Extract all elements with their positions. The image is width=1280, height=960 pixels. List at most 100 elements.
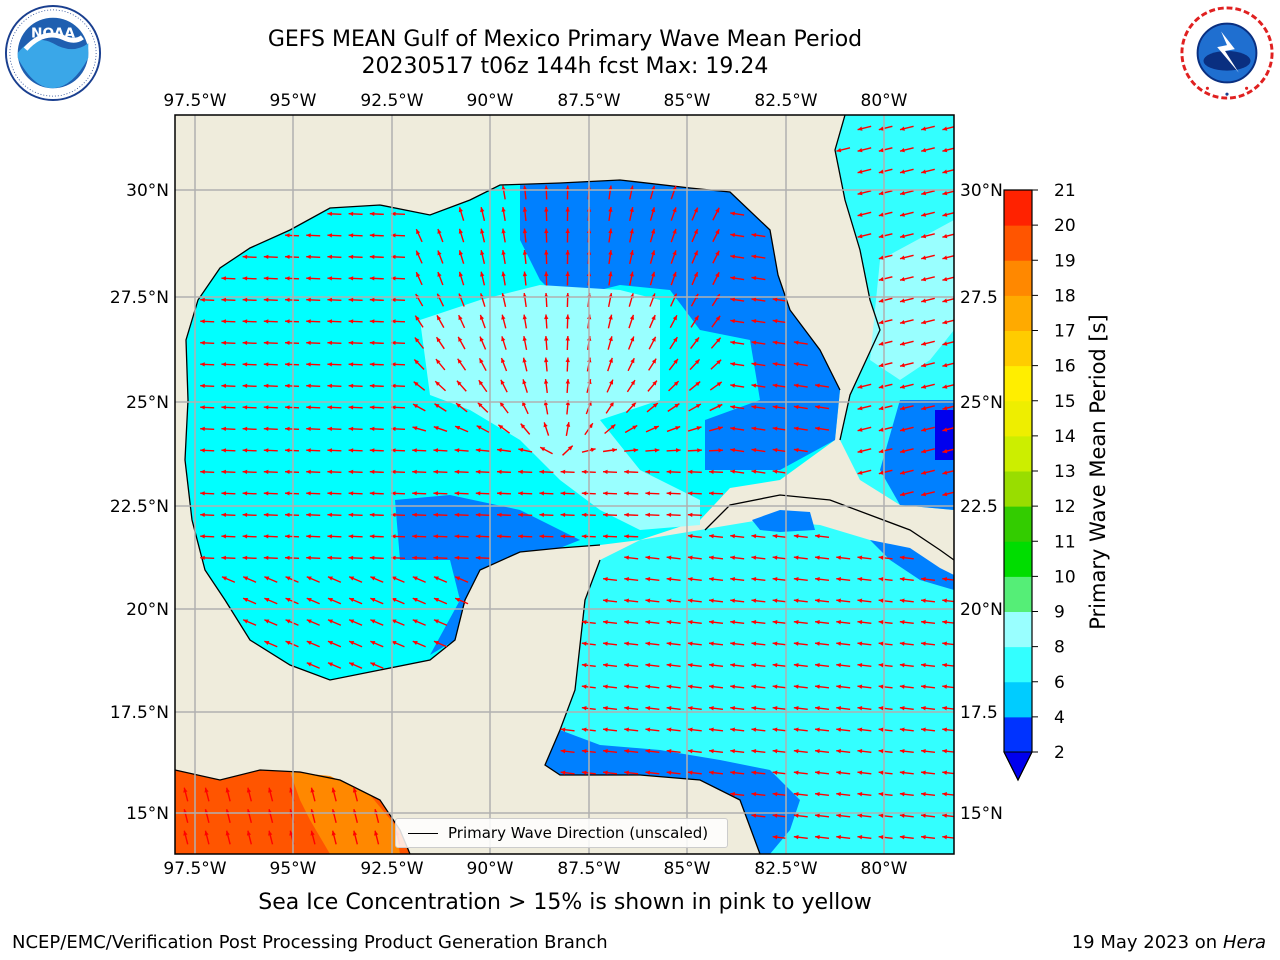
wave-arrow-head (540, 447, 546, 452)
wave-arrow-head (751, 297, 757, 302)
lon-label: 92.5°W (360, 859, 423, 879)
wave-arrow-head (878, 555, 884, 560)
wave-arrow-head (560, 534, 566, 539)
wave-arrow-head (565, 379, 570, 384)
wave-arrow-head (772, 426, 778, 431)
wave-arrow-head (899, 577, 905, 582)
wave-arrow-head (900, 298, 905, 303)
wave-arrow-head (899, 620, 905, 625)
wave-arrow-head (815, 555, 820, 560)
wave-arrow-head (921, 212, 927, 217)
wave-arrow-head (815, 792, 820, 797)
wave-arrow-head (200, 362, 205, 367)
wave-arrow-head (857, 792, 863, 797)
wave-arrow-head (730, 534, 735, 539)
wave-arrow-head (815, 663, 820, 668)
wave-arrow-head (772, 555, 778, 560)
colorbar-segment (1004, 330, 1032, 367)
wave-arrow-head (501, 314, 506, 320)
wave-arrow-head (391, 254, 396, 260)
wave-arrow-head (518, 491, 523, 496)
wave-arrow-head (942, 641, 947, 646)
wave-arrow-head (306, 297, 311, 303)
wave-arrow-head (672, 315, 677, 321)
wave-arrow-head (327, 598, 333, 603)
wave-arrow-head (624, 491, 629, 496)
wave-arrow-head (921, 449, 927, 454)
wave-arrow-head (544, 271, 549, 277)
wave-arrow-head (433, 576, 439, 581)
wave-arrow-head (522, 357, 527, 363)
wave-arrow-head (306, 469, 311, 475)
colorbar-segment (1004, 225, 1032, 261)
wave-arrow-head (666, 727, 672, 732)
longitude-labels-top: 97.5°W 95°W 92.5°W 90°W 87.5°W 85°W 82.5… (163, 91, 907, 111)
wave-arrow-head (673, 358, 678, 364)
wave-arrow-head (348, 233, 354, 238)
wave-arrow-head (458, 271, 463, 277)
wave-arrow-head (327, 383, 333, 389)
wave-arrow-head (815, 620, 820, 625)
wave-arrow-head (836, 641, 841, 646)
wave-arrow-head (687, 620, 693, 625)
wave-arrow-head (629, 314, 635, 320)
wave-arrow-head (416, 250, 421, 256)
wave-arrow-head (501, 207, 506, 212)
wave-arrow-head (369, 555, 375, 561)
wave-arrow-head (263, 340, 269, 346)
wave-arrow-head (673, 381, 679, 386)
map-frame (174, 114, 955, 855)
colorbar-under-extension (1003, 751, 1033, 782)
wave-arrow-head (183, 787, 188, 793)
lat-label: 22.5 (960, 497, 998, 517)
lon-label: 87.5°W (557, 91, 620, 111)
wave-arrow-head (608, 250, 613, 255)
wave-arrow-head (772, 663, 778, 668)
wave-arrow-head (603, 641, 608, 646)
wave-arrow-head (815, 813, 820, 818)
wave-arrow-head (369, 297, 375, 303)
wave-arrow-head (560, 749, 566, 754)
wave-arrow-head (348, 211, 354, 217)
wave-arrow-head (624, 749, 629, 754)
wave-arrow-head (652, 380, 657, 386)
wave-arrow-head (730, 770, 735, 775)
wave-arrow-head (331, 830, 336, 836)
wave-arrow-head (751, 555, 757, 560)
wave-arrow-head (501, 228, 506, 234)
wave-arrow-head (349, 662, 355, 667)
wave-arrow-head (624, 641, 629, 646)
wave-arrow-head (391, 555, 396, 561)
wave-arrow-head (751, 641, 757, 646)
wave-arrow-head (501, 271, 506, 277)
wave-arrow-head (243, 598, 249, 603)
wave-arrow-head (349, 598, 355, 603)
wave-arrow-head (246, 787, 252, 793)
wave-arrow-head (857, 234, 863, 239)
wave-arrow-head (793, 813, 799, 818)
colorbar-tick-label: 17 (1054, 322, 1076, 342)
lon-label: 80°W (861, 859, 908, 879)
wave-arrow-head (369, 319, 375, 324)
svg-text:NOAA: NOAA (31, 25, 75, 41)
wave-arrow-head (327, 362, 333, 367)
wave-arrow-head (730, 641, 735, 646)
wave-arrow-head (263, 276, 269, 281)
wave-arrow-head (497, 512, 502, 518)
wave-arrow-head (603, 684, 608, 689)
wave-arrow-head (751, 598, 757, 603)
wave-arrow-head (921, 470, 927, 475)
wave-arrow-head (221, 534, 227, 539)
wave-arrow-head (666, 684, 672, 689)
wave-arrow-head (369, 448, 375, 453)
wave-arrow-head (608, 271, 613, 277)
wave-arrow-head (730, 232, 736, 238)
wave-arrow-head (730, 706, 735, 711)
wave-arrow-head (306, 534, 311, 539)
wave-arrow-head (264, 598, 270, 603)
wave-arrow-head (624, 620, 629, 625)
wave-arrow-head (285, 362, 290, 367)
wave-arrow-head (697, 448, 702, 453)
colorbar-segment (1004, 400, 1032, 437)
wave-arrow-head (285, 405, 290, 410)
